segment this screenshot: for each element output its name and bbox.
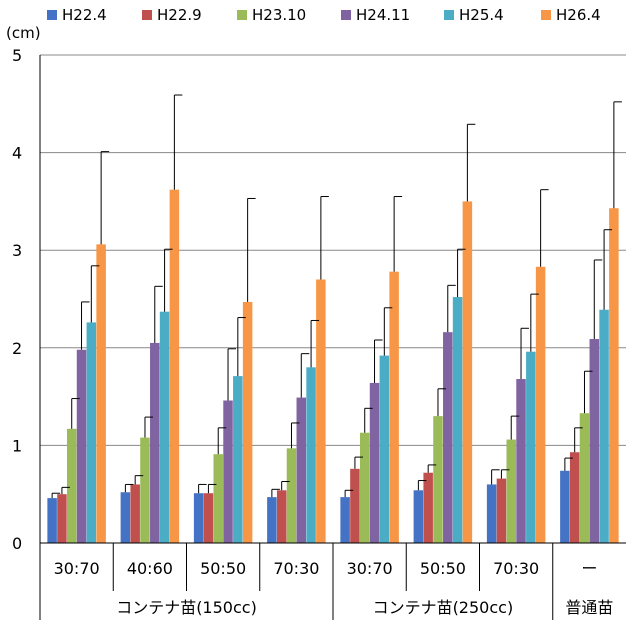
bar [379,355,390,543]
legend-swatch [444,10,454,20]
legend-swatch [237,10,247,20]
legend: H22.4 H22.9 H23.10 H24.11 H25.4 H26.4 [47,6,601,24]
bar [57,494,67,543]
bar [267,497,277,543]
bar [486,484,497,543]
bar [389,271,399,543]
y-tick-label: 2 [12,339,22,358]
bar [496,478,507,543]
bar [535,266,546,543]
bar [433,416,443,543]
bar [350,468,360,543]
bar [506,439,516,543]
y-axis-ticks: 0 1 2 3 4 5 [12,46,22,553]
group-label: コンテナ苗(150cc) [116,598,257,617]
x-tick-label: 30:70 [54,559,100,578]
bar [579,413,590,543]
y-axis-unit-label: (cm) [6,24,41,42]
bar [560,470,570,543]
bar [423,472,433,543]
bar [369,382,380,543]
bar [452,297,463,543]
axes [39,55,626,620]
bar [296,397,307,543]
y-tick-label: 5 [12,46,22,65]
legend-label: H23.10 [252,6,306,24]
bar [140,437,150,543]
y-tick-label: 0 [12,534,22,553]
legend-label: H22.4 [62,6,107,24]
bar [340,497,350,543]
bar [413,490,424,543]
bar [443,332,453,543]
bar [86,322,97,543]
bar [76,349,87,543]
bar [276,490,287,543]
x-tick-label: 30:70 [347,559,393,578]
bar [193,493,204,543]
bars [47,189,619,544]
bar [589,339,600,543]
bar [203,493,214,543]
y-tick-label: 1 [12,436,22,455]
bar [306,367,316,543]
y-tick-label: 4 [12,144,22,163]
x-tick-label: 70:30 [273,559,319,578]
bar [599,309,609,543]
legend-label: H22.9 [157,6,202,24]
bar [286,448,297,543]
group-label: 普通苗 [565,598,613,617]
bar [359,432,370,543]
bar [96,244,106,543]
group-label: コンテナ苗(250cc) [373,598,514,617]
bar [159,311,170,543]
bar [516,379,526,543]
group-labels: コンテナ苗(150cc) コンテナ苗(250cc) 普通苗 [116,598,613,617]
legend-swatch [142,10,152,20]
legend-label: H26.4 [556,6,601,24]
legend-swatch [541,10,551,20]
x-tick-label: 40:60 [127,559,173,578]
legend-swatch [341,10,351,20]
legend-swatch [47,10,57,20]
legend-label: H25.4 [459,6,504,24]
bar [462,201,473,543]
x-tick-label: 70:30 [493,559,539,578]
bar [242,301,253,543]
bar [169,189,180,544]
bar [120,492,131,543]
bar [233,376,243,543]
bar [223,400,233,543]
x-tick-label: 50:50 [420,559,466,578]
bar [316,279,326,543]
bar [526,351,536,543]
bar [213,454,223,543]
y-tick-label: 3 [12,241,22,260]
error-bars [51,94,622,499]
bar [569,452,580,543]
bar [150,342,160,543]
x-tick-label: 50:50 [200,559,246,578]
bar [609,208,619,543]
bar [66,428,77,543]
category-labels: 30:70 40:60 50:50 70:30 30:70 50:50 70:30 ー [54,559,598,578]
legend-label: H24.11 [356,6,410,24]
bar [47,498,57,543]
bar [130,484,140,543]
x-tick-label: ー [581,559,597,578]
